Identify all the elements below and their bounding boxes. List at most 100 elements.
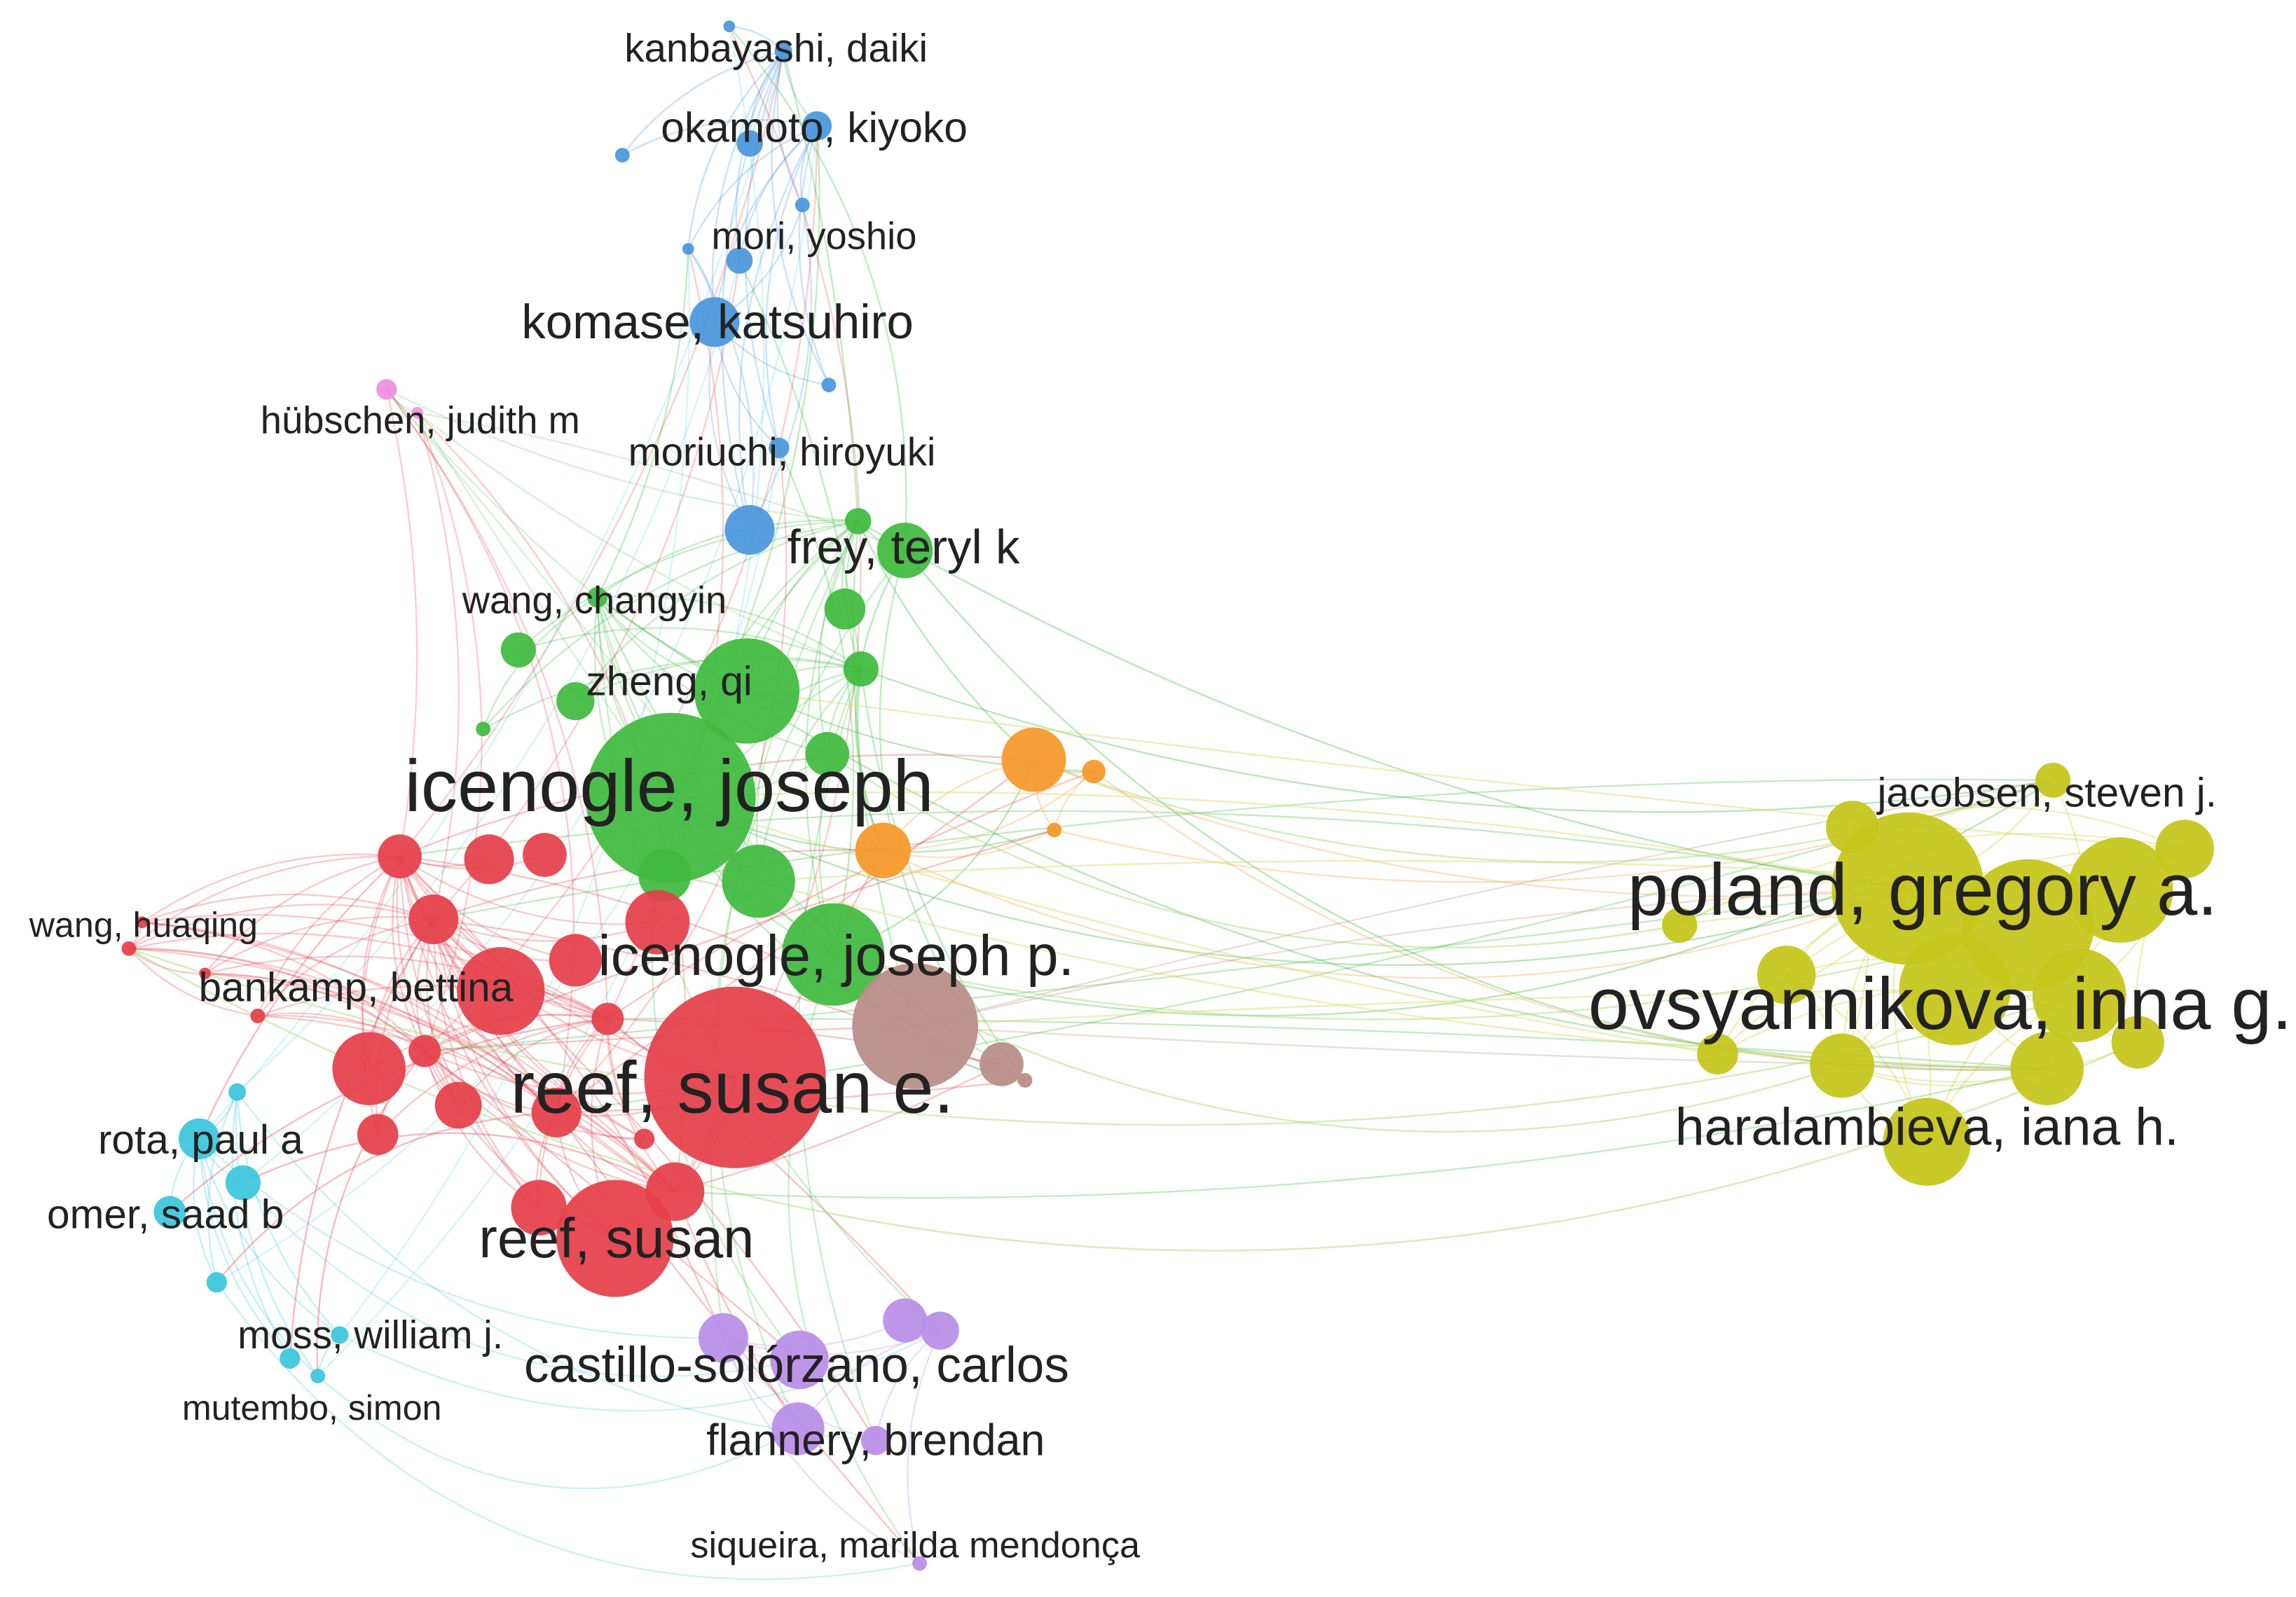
coauthor-link bbox=[198, 1138, 341, 1336]
label-bankamp-bettina: bankamp, bettina bbox=[198, 965, 513, 1011]
coauthor-link bbox=[687, 50, 784, 249]
author-node-green bbox=[805, 731, 850, 776]
coauthor-link bbox=[722, 1337, 921, 1565]
coauthor-link bbox=[128, 948, 258, 1017]
coauthor-link bbox=[738, 125, 818, 261]
coauthor-link bbox=[256, 918, 434, 1017]
node-layer bbox=[121, 20, 2214, 1571]
author-node-orange bbox=[1047, 822, 1062, 838]
coauthor-link bbox=[142, 921, 676, 1193]
coauthor-link bbox=[518, 627, 862, 670]
author-node-blue bbox=[774, 42, 792, 60]
author-node-yellow bbox=[1826, 801, 1879, 854]
coauthor-link bbox=[385, 389, 575, 1113]
coauthor-link bbox=[432, 918, 645, 1140]
coauthor-link bbox=[1841, 1041, 2138, 1083]
author-node-red bbox=[464, 834, 514, 885]
author-node-blue bbox=[736, 130, 763, 157]
coauthor-link bbox=[339, 1329, 941, 1412]
coauthor-link bbox=[396, 856, 460, 1106]
coauthor-link bbox=[236, 1092, 341, 1336]
coauthor-link bbox=[776, 50, 804, 206]
coauthor-link bbox=[142, 921, 425, 1052]
label-mutembo-simon: mutembo, simon bbox=[182, 1388, 442, 1427]
coauthor-link bbox=[424, 125, 818, 1052]
author-node-yellow bbox=[2111, 1016, 2164, 1069]
author-node-cyan bbox=[225, 1165, 261, 1201]
label-icenogle-joseph-p: icenogle, joseph p. bbox=[598, 924, 1075, 988]
author-node-red bbox=[457, 947, 545, 1035]
coauthor-link bbox=[675, 1063, 1003, 1193]
author-node-purple bbox=[912, 1556, 927, 1571]
label-hubschen-judith: hübschen, judith m bbox=[261, 399, 580, 442]
author-node-orange bbox=[855, 822, 911, 878]
coauthor-link bbox=[142, 921, 558, 1114]
coauthor-link bbox=[205, 955, 608, 1020]
coauthor-link bbox=[713, 550, 906, 1430]
label-flannery-brendan: flannery, brendan bbox=[706, 1416, 1045, 1465]
label-moriuchi-hiroyuki: moriuchi, hiroyuki bbox=[628, 430, 936, 474]
author-node-green bbox=[694, 638, 800, 744]
coauthor-link bbox=[216, 448, 781, 1283]
coauthor-link bbox=[204, 915, 434, 974]
coauthor-link bbox=[670, 796, 1909, 966]
author-node-cyan bbox=[153, 1196, 186, 1229]
coauthor-link bbox=[518, 520, 858, 651]
label-haralambieva-iana: haralambieva, iana h. bbox=[1675, 1097, 2179, 1156]
label-mori-yoshio: mori, yoshio bbox=[712, 214, 917, 257]
author-node-red bbox=[625, 890, 690, 955]
author-node-red bbox=[523, 833, 567, 877]
label-siqueira-marilda: siqueira, marilda mendonça bbox=[690, 1526, 1141, 1566]
author-node-green bbox=[587, 587, 608, 608]
coauthor-link bbox=[708, 322, 751, 531]
author-node-yellow bbox=[1662, 907, 1698, 943]
coauthor-link bbox=[235, 1091, 319, 1377]
author-node-yellow bbox=[1757, 946, 1816, 1004]
author-node-purple bbox=[921, 1311, 959, 1350]
label-wang-huaqing: wang, huaqing bbox=[29, 906, 258, 945]
coauthor-link bbox=[675, 1067, 2047, 1199]
author-node-red bbox=[408, 1035, 441, 1067]
author-node-yellow bbox=[1899, 934, 2011, 1046]
label-omer-saad: omer, saad b bbox=[47, 1191, 284, 1237]
author-node-yellow bbox=[2035, 762, 2071, 798]
coauthor-link bbox=[621, 50, 784, 156]
coauthor-link bbox=[728, 25, 907, 551]
author-node-green bbox=[844, 508, 872, 534]
label-jacobsen-steven: jacobsen, steven j. bbox=[1876, 770, 2217, 816]
author-node-pink bbox=[376, 379, 397, 400]
author-node-green bbox=[556, 682, 595, 721]
coauthor-link bbox=[832, 924, 2028, 1021]
coauthor-link bbox=[882, 850, 1909, 979]
coauthor-link bbox=[858, 520, 1909, 890]
coauthor-link bbox=[128, 948, 676, 1193]
author-node-blue bbox=[723, 20, 736, 32]
coauthor-link bbox=[687, 248, 755, 530]
coauthor-link bbox=[204, 855, 400, 974]
author-node-red bbox=[644, 986, 826, 1168]
coauthor-link bbox=[257, 1014, 557, 1114]
coauthor-link bbox=[142, 913, 608, 1020]
label-frey-teryl: frey, teryl k bbox=[787, 520, 1020, 574]
coauthor-link bbox=[399, 855, 576, 962]
author-node-brown bbox=[979, 1042, 1024, 1086]
label-kanbayashi-daiki: kanbayashi, daiki bbox=[624, 26, 928, 70]
coauthor-link bbox=[674, 1191, 799, 1430]
author-node-red bbox=[121, 941, 137, 956]
author-node-red bbox=[332, 1032, 406, 1105]
author-node-red bbox=[531, 1087, 582, 1138]
author-node-blue bbox=[614, 148, 630, 163]
author-node-purple bbox=[698, 1313, 748, 1363]
author-node-green bbox=[500, 632, 536, 668]
coauthor-link bbox=[907, 1330, 941, 1564]
author-node-purple bbox=[883, 1298, 927, 1343]
coauthor-link bbox=[385, 389, 418, 857]
coauthor-link bbox=[597, 595, 862, 670]
coauthor-link bbox=[417, 412, 906, 551]
author-node-green bbox=[877, 523, 933, 579]
coauthor-link bbox=[432, 919, 540, 1208]
coauthor-link bbox=[128, 948, 557, 1114]
coauthor-link bbox=[670, 796, 1718, 1056]
author-node-yellow bbox=[1831, 812, 1984, 965]
